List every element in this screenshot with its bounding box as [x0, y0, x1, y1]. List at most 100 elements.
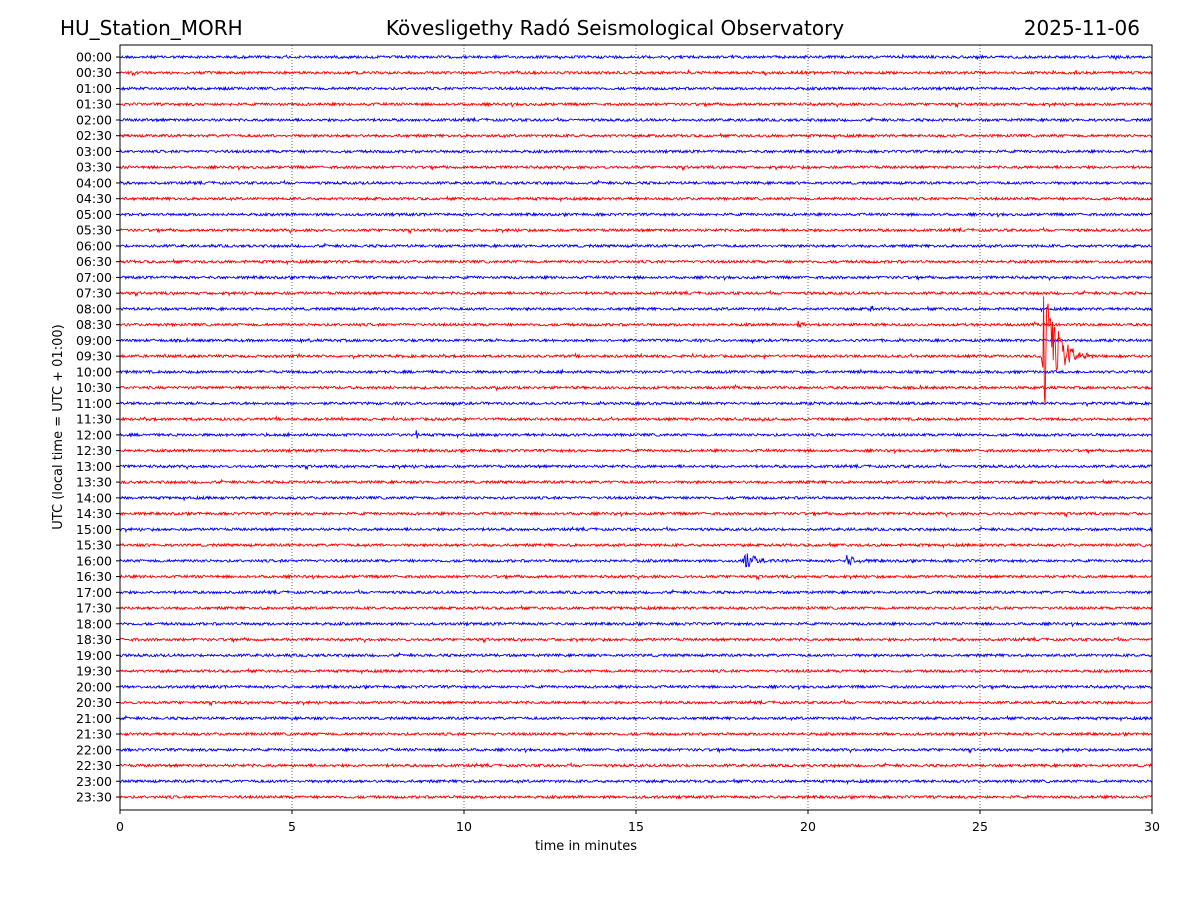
trace-2200 — [119, 746, 1153, 754]
trace-1600 — [119, 553, 1153, 568]
trace-1300 — [120, 462, 1153, 471]
trace-0800 — [119, 305, 1153, 313]
y-tick-label: 07:00 — [76, 270, 112, 285]
y-tick-label: 00:30 — [76, 65, 112, 80]
y-tick-label: 20:00 — [76, 679, 112, 694]
trace-1330 — [119, 478, 1153, 486]
y-tick-label: 09:30 — [76, 349, 112, 364]
trace-2330 — [119, 794, 1153, 800]
y-tick-label: 06:30 — [76, 254, 112, 269]
trace-0830 — [119, 320, 1153, 329]
y-tick-label: 13:30 — [76, 475, 112, 490]
trace-0700 — [119, 274, 1152, 282]
y-tick-label: 03:00 — [76, 144, 112, 159]
trace-1430 — [119, 510, 1153, 518]
trace-0600 — [119, 242, 1153, 249]
y-tick-label: 14:00 — [76, 490, 112, 505]
y-tick-label: 13:00 — [76, 459, 112, 474]
traces — [119, 53, 1153, 800]
x-tick-label: 30 — [1144, 819, 1160, 834]
trace-1630 — [119, 573, 1153, 581]
y-tick-label: 16:30 — [76, 569, 112, 584]
y-tick-label: 17:00 — [76, 585, 112, 600]
y-tick-label: 05:30 — [76, 223, 112, 238]
trace-2100 — [119, 714, 1153, 723]
y-tick-label: 15:30 — [76, 538, 112, 553]
x-tick-label: 0 — [116, 819, 124, 834]
trace-2130 — [119, 731, 1153, 737]
y-tick-label: 14:30 — [76, 506, 112, 521]
y-tick-label: 17:30 — [76, 601, 112, 616]
y-tick-label: 10:00 — [76, 364, 112, 379]
trace-0900 — [119, 336, 1152, 345]
trace-0500 — [119, 211, 1153, 218]
trace-2000 — [119, 683, 1153, 691]
trace-1000 — [119, 368, 1153, 375]
y-tick-label: 23:30 — [76, 790, 112, 805]
trace-0530 — [119, 226, 1153, 235]
y-tick-label: 07:30 — [76, 286, 112, 301]
y-tick-label: 08:00 — [76, 301, 112, 316]
y-tick-label: 22:00 — [76, 742, 112, 757]
y-tick-label: 06:00 — [76, 238, 112, 253]
trace-0630 — [119, 258, 1153, 266]
station-name: HU_Station_MORH — [60, 16, 243, 40]
trace-2300 — [119, 777, 1153, 786]
y-tick-label: 21:00 — [76, 711, 112, 726]
y-tick-label: 09:00 — [76, 333, 112, 348]
trace-0300 — [119, 148, 1153, 155]
trace-0030 — [119, 68, 1153, 77]
trace-2030 — [119, 698, 1153, 707]
x-axis-label: time in minutes — [535, 839, 637, 854]
trace-1400 — [119, 494, 1153, 502]
trace-1130 — [119, 414, 1153, 423]
y-axis: 00:0000:3001:0001:3002:0002:3003:0003:30… — [76, 50, 120, 805]
gridlines — [291, 45, 981, 810]
trace-0000 — [119, 53, 1153, 61]
trace-1930 — [119, 667, 1153, 675]
x-tick-label: 5 — [288, 819, 296, 834]
chart-title: Kövesligethy Radó Seismological Observat… — [386, 16, 844, 40]
trace-1730 — [119, 604, 1153, 612]
trace-1530 — [119, 541, 1153, 550]
x-tick-label: 10 — [456, 819, 472, 834]
y-tick-label: 08:30 — [76, 317, 112, 332]
y-tick-label: 01:30 — [76, 97, 112, 112]
y-tick-label: 03:30 — [76, 160, 112, 175]
trace-1900 — [119, 651, 1153, 659]
y-tick-label: 02:30 — [76, 128, 112, 143]
y-tick-label: 10:30 — [76, 380, 112, 395]
y-tick-label: 11:00 — [76, 396, 112, 411]
y-tick-label: 19:00 — [76, 648, 112, 663]
y-tick-label: 12:30 — [76, 443, 112, 458]
y-tick-label: 04:30 — [76, 191, 112, 206]
chart-date: 2025-11-06 — [1024, 16, 1140, 40]
trace-1230 — [119, 447, 1153, 455]
trace-0230 — [119, 132, 1153, 140]
y-tick-label: 18:30 — [76, 632, 112, 647]
y-tick-label: 16:00 — [76, 553, 112, 568]
y-axis-label: UTC (local time = UTC + 01:00) — [51, 324, 66, 529]
trace-0100 — [119, 85, 1153, 92]
trace-1500 — [119, 525, 1153, 534]
trace-0930 — [119, 296, 1153, 405]
y-tick-label: 11:30 — [76, 412, 112, 427]
trace-2230 — [119, 761, 1153, 769]
trace-1200 — [119, 430, 1153, 439]
y-tick-label: 18:00 — [76, 616, 112, 631]
trace-0130 — [119, 101, 1153, 109]
y-tick-label: 00:00 — [76, 50, 112, 65]
y-tick-label: 05:00 — [76, 207, 112, 222]
y-tick-label: 15:00 — [76, 522, 112, 537]
x-tick-label: 25 — [972, 819, 988, 834]
trace-0730 — [119, 289, 1153, 298]
y-tick-label: 21:30 — [76, 727, 112, 742]
trace-1800 — [119, 620, 1153, 628]
trace-0430 — [119, 195, 1153, 203]
x-tick-label: 15 — [628, 819, 644, 834]
trace-1030 — [119, 384, 1153, 392]
trace-1100 — [119, 399, 1153, 408]
trace-0200 — [119, 116, 1153, 123]
trace-1700 — [119, 588, 1153, 596]
